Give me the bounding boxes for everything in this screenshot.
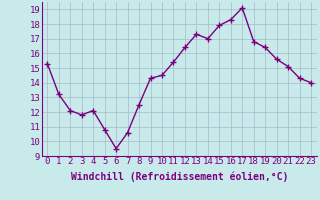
X-axis label: Windchill (Refroidissement éolien,°C): Windchill (Refroidissement éolien,°C) <box>70 172 288 182</box>
